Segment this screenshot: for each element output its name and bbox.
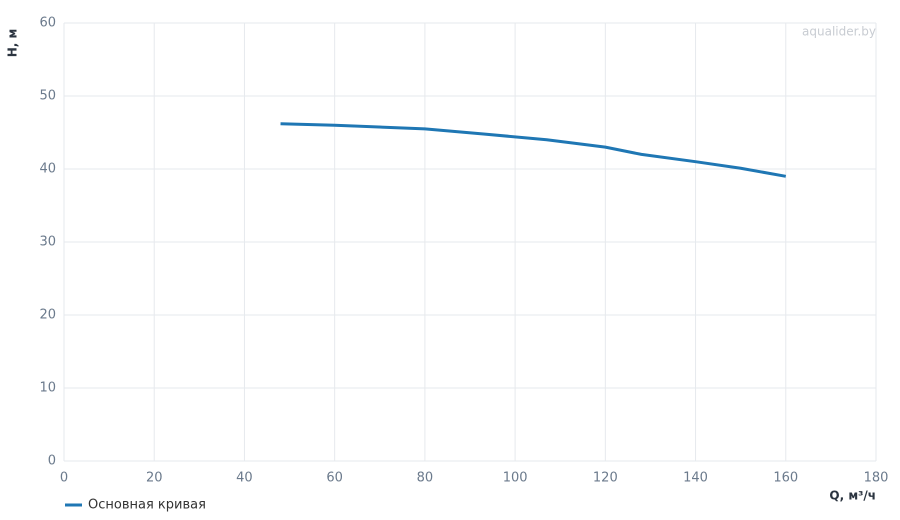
y-tick-label: 40 bbox=[39, 162, 56, 177]
y-axis-title: H, м bbox=[6, 29, 20, 58]
x-axis-title: Q, м³/ч bbox=[829, 489, 876, 503]
y-tick-label: 20 bbox=[39, 308, 56, 323]
x-tick-label: 120 bbox=[593, 471, 618, 486]
y-tick-label: 10 bbox=[39, 381, 56, 396]
x-tick-label: 160 bbox=[773, 471, 798, 486]
x-tick-label: 80 bbox=[417, 471, 434, 486]
y-tick-label: 0 bbox=[48, 454, 56, 469]
line bbox=[280, 122, 787, 178]
x-tick-label: 40 bbox=[236, 471, 253, 486]
watermark: aqualider.by bbox=[802, 25, 876, 39]
y-tick-label: 30 bbox=[39, 235, 56, 250]
legend-label: Основная кривая bbox=[88, 498, 206, 513]
x-tick-label: 100 bbox=[503, 471, 528, 486]
x-tick-label: 0 bbox=[60, 471, 68, 486]
x-tick-label: 60 bbox=[326, 471, 343, 486]
x-tick-label: 180 bbox=[864, 471, 889, 486]
y-tick-label: 50 bbox=[39, 89, 56, 104]
y-tick-label: 60 bbox=[39, 16, 56, 31]
x-tick-label: 140 bbox=[683, 471, 708, 486]
x-tick-label: 20 bbox=[146, 471, 163, 486]
